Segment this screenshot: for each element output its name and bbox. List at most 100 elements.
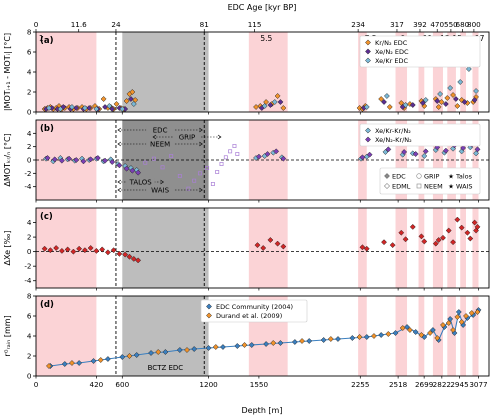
legend-marker	[206, 312, 212, 319]
legend-label: Xe/N₂ EDC	[375, 48, 409, 56]
legend-box	[359, 35, 481, 68]
data-point	[106, 103, 113, 109]
interglacial-band	[358, 32, 367, 112]
legend-marker	[365, 127, 371, 134]
data-point	[291, 339, 298, 345]
data-point	[359, 154, 366, 161]
bottom-tick-label: 0	[34, 380, 39, 389]
data-point	[162, 349, 169, 355]
data-point	[45, 105, 52, 111]
data-point	[177, 174, 182, 178]
data-point	[434, 335, 441, 341]
legend-marker	[365, 48, 371, 55]
data-point	[299, 338, 306, 344]
bottom-tick-label: 2255	[351, 380, 369, 389]
annotation-label: NEEM	[150, 140, 170, 148]
annotation-bg	[146, 126, 175, 133]
data-point	[473, 150, 480, 157]
data-point	[386, 104, 393, 110]
data-point	[447, 85, 454, 91]
annotation-arrow	[117, 187, 122, 193]
data-point	[422, 97, 429, 103]
top-tick-label: 317	[390, 20, 404, 29]
annotation-arrow	[117, 179, 122, 185]
data-point	[445, 320, 452, 326]
data-point	[241, 342, 248, 348]
panel-letter: (c)	[40, 212, 53, 222]
data-point	[320, 337, 327, 343]
data-point	[465, 66, 472, 72]
y-tick-label: 8	[27, 28, 32, 37]
gray-band	[122, 296, 209, 376]
data-point	[99, 246, 106, 253]
interglacial-band	[447, 296, 456, 376]
y-tick-label: 0	[27, 247, 32, 256]
site-legend-label: NEEM	[424, 182, 443, 190]
top-tick-label: 470	[430, 20, 444, 29]
top-tick-label: 234	[351, 20, 365, 29]
data-point	[61, 361, 68, 367]
data-point	[130, 255, 137, 262]
panel-letter: (a)	[40, 36, 54, 46]
data-point	[378, 332, 385, 338]
data-point	[427, 330, 433, 336]
annotation-arrow	[199, 187, 203, 193]
data-point	[335, 336, 341, 342]
y-tick-label: -4	[24, 276, 32, 285]
data-point	[277, 99, 284, 105]
dashed-lines-layer	[115, 32, 205, 376]
annotation-arrow	[199, 141, 203, 147]
data-point	[255, 153, 262, 160]
interglacial-band	[395, 208, 408, 288]
y-tick-label: 6	[27, 48, 32, 57]
site-legend-label: WAIS	[456, 182, 473, 190]
data-point	[450, 327, 457, 333]
top-tick-label: 800	[467, 20, 481, 29]
data-point	[474, 223, 481, 230]
data-point	[363, 104, 370, 110]
site-marker	[416, 173, 422, 179]
top-tick-label: 550	[444, 20, 458, 29]
data-point	[473, 227, 480, 234]
data-point	[260, 245, 267, 251]
data-point	[234, 343, 241, 349]
bottom-tick-label: 3077	[469, 380, 487, 389]
data-point	[422, 148, 429, 155]
bottom-tick-label: 1550	[250, 380, 269, 389]
data-point	[432, 240, 439, 247]
legend-label: Xe/Kr-Kr/N₂	[375, 127, 411, 135]
bottom-tick-label: 2699	[415, 380, 434, 389]
annotation-arrow	[117, 127, 122, 133]
data-point	[94, 155, 101, 161]
data-point	[93, 247, 100, 254]
y-tick-label: 4	[27, 218, 32, 227]
data-point	[127, 96, 134, 102]
data-point	[370, 333, 377, 339]
data-point	[263, 341, 270, 347]
annotation-arrow	[117, 141, 122, 147]
data-point	[280, 105, 287, 111]
data-point	[450, 239, 457, 246]
annotation-arrow	[160, 179, 164, 185]
bottom-tick-label: 420	[90, 380, 104, 389]
data-point	[58, 157, 65, 164]
y-tick-label: 0	[27, 156, 32, 165]
data-point	[197, 171, 202, 176]
data-point	[267, 102, 274, 108]
site-marker: ★	[448, 183, 454, 191]
data-point	[467, 235, 474, 242]
top-tick-label: 115	[248, 20, 262, 29]
interglacial-band	[460, 32, 466, 112]
data-point	[248, 342, 255, 348]
data-point	[113, 101, 120, 107]
data-point	[359, 244, 366, 251]
site-legend-label: EDC	[392, 172, 406, 180]
data-point	[66, 155, 73, 162]
data-point	[412, 151, 419, 157]
interglacial-band	[447, 208, 456, 288]
interglacial-band	[472, 32, 479, 112]
data-point	[87, 245, 94, 251]
data-point	[471, 219, 478, 226]
bottom-tick-label: 2518	[389, 380, 408, 389]
